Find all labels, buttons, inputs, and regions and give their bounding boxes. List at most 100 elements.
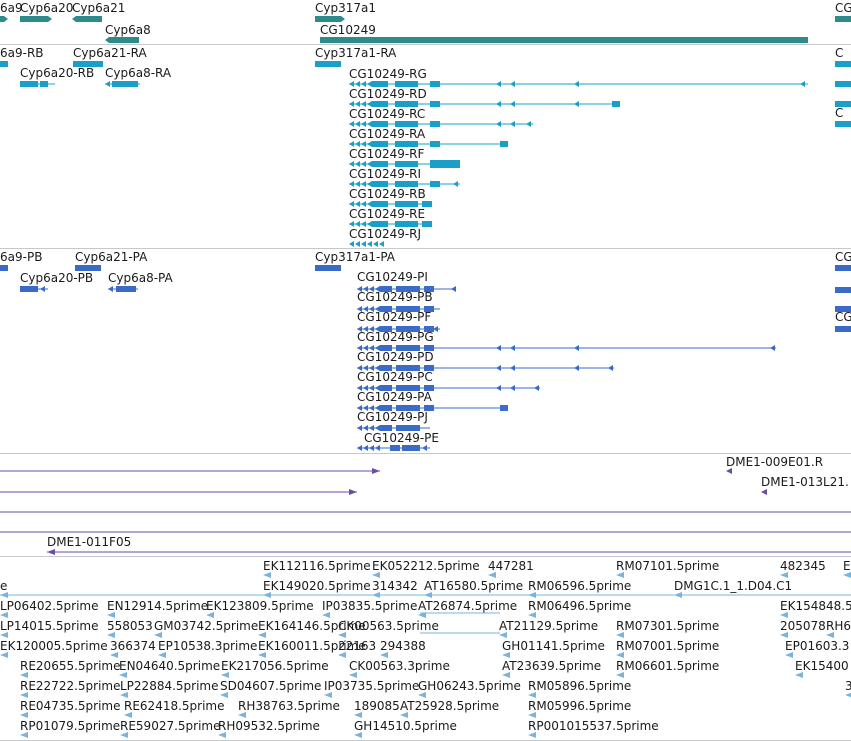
est-arrow[interactable] [616, 572, 624, 578]
est-label[interactable]: CK00563.3prime [349, 659, 450, 673]
est-arrow[interactable] [20, 712, 28, 718]
est-arrow[interactable] [843, 572, 851, 578]
protein-exon[interactable] [424, 405, 434, 411]
est-label[interactable]: EK154848.5 [780, 599, 851, 613]
est-label[interactable]: GH14510.5prime [354, 719, 457, 733]
est-label[interactable]: RH38763.5prime [238, 699, 340, 713]
protein-exon[interactable] [835, 326, 851, 332]
transcript-exon[interactable] [372, 101, 388, 107]
transcript-exon[interactable] [835, 101, 851, 107]
transcript-exon[interactable] [395, 181, 418, 187]
est-arrow[interactable] [238, 712, 246, 718]
protein-label[interactable]: Cyp6a20-PB [20, 271, 94, 285]
est-arrow[interactable] [20, 672, 28, 678]
transcript-exon[interactable] [395, 201, 418, 207]
transcript-exon[interactable] [40, 81, 48, 87]
est-label[interactable]: RM06601.5prime [616, 659, 720, 673]
protein-exon[interactable] [835, 265, 851, 271]
est-label[interactable]: AT16580.5prime [424, 579, 524, 593]
protein-exon[interactable] [424, 326, 434, 332]
transcript-label[interactable]: CG10249-RG [349, 67, 427, 81]
est-arrow[interactable] [488, 572, 496, 578]
protein-exon[interactable] [396, 326, 420, 332]
transcript-label[interactable]: Cyp6a20-RB [20, 66, 95, 80]
protein-exon[interactable] [396, 405, 420, 411]
est-label[interactable]: IP03735.5prime [324, 679, 420, 693]
gene-bar[interactable] [20, 16, 52, 22]
transcript-exon[interactable] [430, 101, 440, 107]
transcript-exon[interactable] [835, 121, 851, 127]
gene-bar[interactable] [72, 16, 102, 22]
protein-label[interactable]: 6a9-PB [0, 250, 43, 264]
protein-label[interactable]: CG10249-PG [357, 330, 434, 344]
est-arrow[interactable] [263, 572, 271, 578]
protein-exon[interactable] [116, 286, 136, 292]
est-arrow[interactable] [354, 732, 362, 738]
est-label[interactable]: AT26874.5prime [418, 599, 518, 613]
est-arrow[interactable] [218, 732, 226, 738]
protein-exon[interactable] [396, 286, 420, 292]
protein-label[interactable]: CG10249-PB [357, 290, 433, 304]
transcript-exon[interactable] [372, 161, 388, 167]
est-label[interactable]: CK00563.5prime [338, 619, 439, 633]
est-arrow[interactable] [338, 652, 346, 658]
est-label[interactable]: GH06243.5prime [418, 679, 521, 693]
est-label[interactable]: RE62418.5prime [124, 699, 225, 713]
protein-label[interactable]: CG10249-PJ [357, 410, 428, 424]
protein-label[interactable]: CG10249-PA [357, 390, 432, 404]
est-label[interactable]: 558053 [107, 619, 153, 633]
est-label[interactable]: EK120005.5prime [0, 639, 108, 653]
est-arrow[interactable] [845, 692, 851, 698]
protein-exon[interactable] [402, 445, 420, 451]
est-arrow[interactable] [0, 632, 8, 638]
transcript-exon[interactable] [372, 181, 388, 187]
gene-label[interactable]: Cyp6a21 [72, 1, 126, 15]
transcript-exon[interactable] [835, 61, 851, 67]
est-label[interactable]: EK149020.5prime [263, 579, 371, 593]
protein-exon[interactable] [835, 287, 851, 293]
transcript-label[interactable]: Cyp6a21-RA [73, 46, 147, 60]
est-arrow[interactable] [124, 712, 132, 718]
est-arrow[interactable] [616, 632, 624, 638]
est-arrow[interactable] [780, 612, 788, 618]
transcript-exon[interactable] [372, 201, 388, 207]
est-arrow[interactable] [206, 612, 214, 618]
transcript-label[interactable]: Cyp317a1-RA [315, 46, 397, 60]
est-arrow[interactable] [322, 612, 330, 618]
est-label[interactable]: 189085 [354, 699, 400, 713]
est-label[interactable]: 3 [845, 679, 851, 693]
est-arrow[interactable] [0, 652, 8, 658]
transcript-exon[interactable] [422, 201, 432, 207]
est-label[interactable]: 294388 [380, 639, 426, 653]
protein-exon[interactable] [396, 425, 420, 431]
est-label[interactable]: RM05896.5prime [528, 679, 632, 693]
gene-bar[interactable] [0, 16, 8, 22]
gene-bar[interactable] [320, 37, 808, 43]
protein-exon[interactable] [380, 405, 392, 411]
protein-exon[interactable] [390, 445, 400, 451]
clone-label[interactable]: DME1-011F05 [47, 535, 132, 549]
est-label[interactable]: AT21129.5prime [499, 619, 599, 633]
protein-exon[interactable] [315, 265, 341, 271]
est-label[interactable]: EN04640.5prime [119, 659, 221, 673]
est-arrow[interactable] [221, 672, 229, 678]
clone-label[interactable]: DME1-009E01.R [726, 455, 824, 469]
est-arrow[interactable] [528, 732, 536, 738]
est-label[interactable]: RM05996.5prime [528, 699, 632, 713]
transcript-exon[interactable] [315, 61, 341, 67]
est-arrow[interactable] [502, 652, 510, 658]
protein-exon[interactable] [424, 385, 434, 391]
est-label[interactable]: LP14015.5prime [0, 619, 99, 633]
est-arrow[interactable] [780, 632, 788, 638]
protein-exon[interactable] [380, 326, 392, 332]
est-label[interactable]: GM03742.5prime [154, 619, 259, 633]
est-label[interactable]: LP22884.5prime [120, 679, 219, 693]
protein-exon[interactable] [424, 306, 434, 312]
est-arrow[interactable] [528, 712, 536, 718]
est-label[interactable]: RM07001.5prime [616, 639, 720, 653]
protein-exon[interactable] [396, 385, 420, 391]
transcript-exon[interactable] [430, 121, 440, 127]
protein-label[interactable]: Cyp6a21-PA [75, 250, 148, 264]
transcript-exon[interactable] [395, 141, 418, 147]
est-label[interactable]: RP01079.5prime [20, 719, 121, 733]
